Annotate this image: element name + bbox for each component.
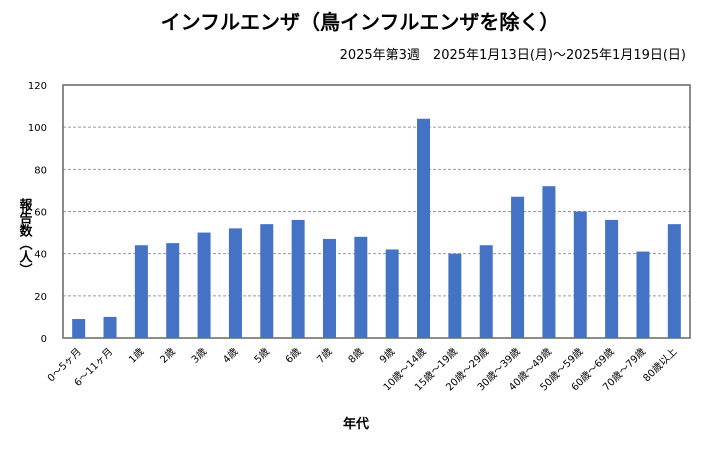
x-tick-label: 5歳 — [252, 346, 272, 366]
x-tick-label: 3歳 — [189, 346, 209, 366]
bar — [322, 238, 336, 338]
x-tick-label: 2歳 — [158, 346, 178, 366]
plot-frame — [62, 84, 691, 339]
x-tick-label: 6歳 — [283, 346, 303, 366]
chart-subtitle: 2025年第3週 2025年1月13日(月)～2025年1月19日(日) — [339, 48, 686, 63]
bar — [636, 251, 650, 338]
y-tick-label: 40 — [34, 250, 47, 261]
bar — [511, 196, 525, 338]
y-tick-label: 0 — [41, 334, 47, 345]
bar — [134, 245, 148, 338]
bar — [291, 219, 305, 338]
bar — [573, 211, 587, 338]
bar — [667, 224, 681, 338]
bar — [354, 236, 368, 338]
y-tick-label: 80 — [34, 165, 47, 176]
y-tick-label: 20 — [34, 292, 47, 303]
bar — [605, 219, 619, 338]
bar — [166, 243, 180, 338]
bar — [260, 224, 274, 338]
bar — [72, 319, 86, 338]
bar — [197, 232, 211, 338]
x-tick-label: 4歳 — [220, 346, 240, 366]
bar — [542, 186, 556, 338]
y-tick-label: 100 — [28, 123, 47, 134]
x-tick-label: 8歳 — [346, 346, 366, 366]
x-tick-label: 80歳以上 — [641, 346, 680, 385]
y-axis-label: 報告数（人） — [17, 197, 34, 276]
bar — [385, 249, 399, 338]
bar — [417, 118, 431, 338]
chart-title: インフルエンザ（鳥インフルエンザを除く） — [160, 10, 560, 34]
x-tick-label: 9歳 — [377, 346, 397, 366]
bar — [228, 228, 242, 338]
bar — [479, 245, 493, 338]
bar — [448, 253, 462, 338]
x-tick-label: 1歳 — [126, 346, 146, 366]
x-axis-label: 年代 — [343, 416, 369, 432]
x-tick-label: 7歳 — [315, 346, 335, 366]
y-tick-label: 120 — [28, 81, 47, 92]
y-tick-label: 60 — [34, 208, 47, 219]
bar — [103, 316, 117, 338]
